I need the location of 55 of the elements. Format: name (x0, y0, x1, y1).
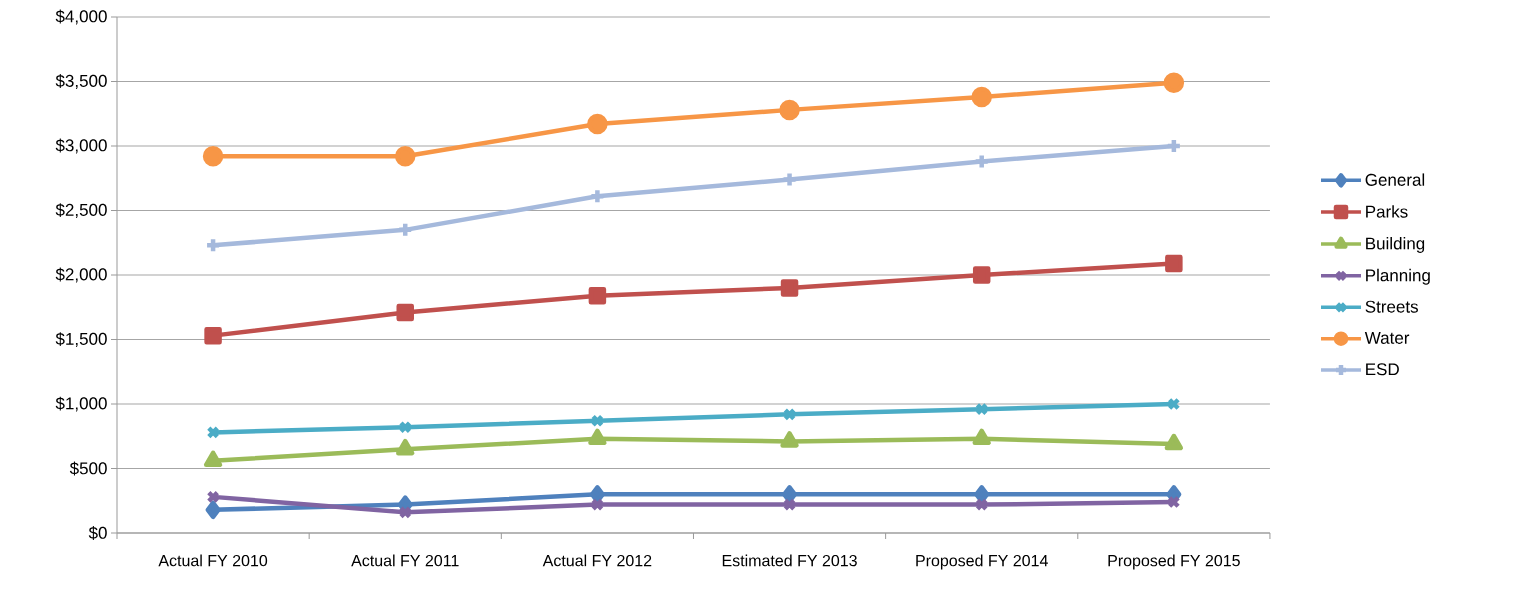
point (782, 485, 798, 504)
y-tick-label: $1,500 (55, 332, 107, 347)
x-tick-label: Actual FY 2012 (542, 554, 652, 567)
point (202, 146, 224, 167)
point (975, 402, 989, 416)
point (588, 428, 607, 446)
point (1163, 72, 1185, 94)
point (205, 500, 221, 520)
y-tick-label: $1,000 (55, 396, 107, 412)
legend-label: Water (1364, 332, 1410, 344)
x-tick-label: Estimated FY 2013 (722, 554, 857, 567)
point (589, 188, 606, 205)
point (783, 498, 797, 512)
point (203, 450, 223, 468)
point (975, 498, 989, 512)
legend-label: Streets (1365, 300, 1418, 313)
point (590, 414, 604, 428)
point (1164, 433, 1184, 451)
point (394, 146, 416, 167)
y-tick-label: $2,000 (55, 267, 107, 283)
point (783, 407, 797, 421)
point (398, 420, 412, 434)
point (780, 431, 799, 448)
point (779, 99, 800, 121)
point (973, 153, 990, 170)
point (396, 438, 415, 456)
legend-label: ESD (1366, 363, 1399, 376)
legend-label: General (1365, 173, 1425, 186)
point (974, 485, 990, 504)
point (396, 303, 414, 322)
x-tick-label: Proposed FY 2015 (1108, 554, 1240, 570)
y-tick-label: $0 (88, 526, 107, 540)
point (972, 428, 991, 446)
y-tick-label: $3,000 (55, 138, 107, 154)
point (781, 171, 798, 188)
legend-label: Parks (1366, 205, 1408, 218)
y-tick-label: $2,500 (55, 203, 107, 218)
legend-label: Planning (1366, 268, 1430, 285)
point (1165, 254, 1183, 273)
point (972, 266, 991, 284)
x-tick-label: Actual FY 2010 (158, 554, 268, 567)
point (780, 279, 799, 297)
point (398, 505, 412, 519)
legend-label: Building (1366, 237, 1425, 253)
point (590, 498, 604, 512)
y-tick-label: $4,000 (55, 9, 107, 25)
y-tick-label: $3,500 (55, 74, 107, 89)
x-tick-label: Proposed FY 2014 (916, 554, 1048, 570)
y-tick-label: $500 (69, 461, 107, 476)
point (588, 286, 607, 305)
x-tick-label: Actual FY 2011 (351, 554, 459, 567)
point (204, 326, 222, 345)
point (971, 86, 992, 108)
point (589, 485, 605, 504)
point (587, 113, 608, 135)
